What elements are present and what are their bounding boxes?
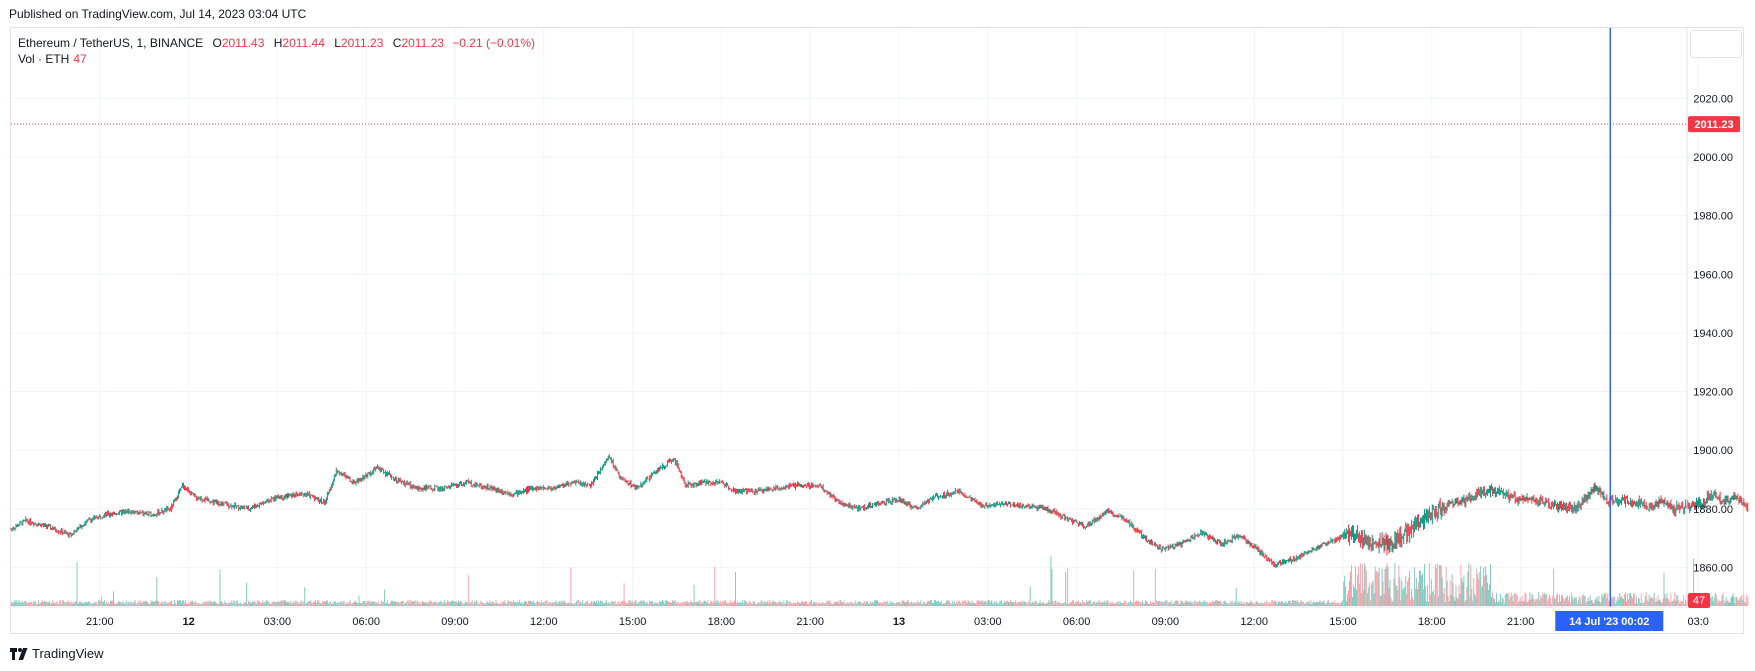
- high-value: 2011.44: [282, 36, 325, 50]
- price-tick-label: 1980.00: [1693, 211, 1733, 223]
- time-tick-label: 03:0: [1687, 616, 1708, 628]
- price-tick-label: 1940.00: [1693, 328, 1733, 340]
- time-tick-label: 12:00: [1240, 616, 1268, 628]
- time-tick-label: 03:00: [974, 616, 1002, 628]
- price-tick-label: 1880.00: [1693, 504, 1733, 516]
- price-tick-label: 2000.00: [1693, 152, 1733, 164]
- high-label: H: [273, 36, 283, 50]
- volume-bars: [10, 556, 1749, 606]
- price-tick-label: 1900.00: [1693, 445, 1733, 457]
- low-value: 2011.23: [340, 36, 384, 50]
- chart-frame[interactable]: [10, 27, 1744, 634]
- symbol-title[interactable]: Ethereum / TetherUS, 1, BINANCE: [18, 36, 204, 50]
- price-tick-label: 1960.00: [1693, 269, 1733, 281]
- time-tick-label: 03:00: [264, 616, 292, 628]
- time-tick-label: 13: [893, 616, 905, 628]
- volume-value: 47: [73, 52, 87, 66]
- volume-legend: Vol · ETH 47: [18, 51, 87, 67]
- tradingview-brand[interactable]: TradingView: [10, 646, 104, 661]
- last-price-label: 2011.23: [1694, 119, 1733, 131]
- open-label: O: [212, 36, 222, 50]
- open-value: 2011.43: [221, 36, 265, 50]
- time-tick-label: 12: [182, 616, 194, 628]
- time-tick-label: 15:00: [1329, 616, 1357, 628]
- time-tick-label: 21:00: [86, 616, 114, 628]
- crosshair-time-tag: [1555, 611, 1664, 631]
- volume-tag: [1688, 593, 1710, 608]
- candles: [10, 454, 1749, 568]
- low-label: L: [334, 36, 341, 50]
- time-tick-label: 18:00: [708, 616, 736, 628]
- time-tick-label: 09:00: [1152, 616, 1180, 628]
- change-value: −0.21 (−0.01%): [452, 36, 536, 50]
- price-tick-label: 1860.00: [1693, 562, 1733, 574]
- chart-legend: Ethereum / TetherUS, 1, BINANCE O2011.43…: [18, 35, 535, 51]
- time-axis: 21:00 12 03:00 06:00 09:00 12:00 15:00 18:00 21:…: [11, 606, 1709, 631]
- price-tick-label: 1920.00: [1693, 387, 1733, 399]
- scale-settings-box[interactable]: [1690, 30, 1742, 58]
- time-tick-label: 06:00: [1063, 616, 1091, 628]
- price-tick-label: 2020.00: [1693, 93, 1733, 105]
- time-tick-label: 15:00: [619, 616, 647, 628]
- crosshair-time-label: 14 Jul '23 00:02: [1569, 616, 1649, 628]
- volume-label[interactable]: Vol · ETH: [18, 52, 70, 66]
- time-tick-label: 18:00: [1418, 616, 1446, 628]
- close-value: 2011.23: [401, 36, 444, 50]
- time-tick-label: 09:00: [441, 616, 469, 628]
- last-price-tag: [1688, 116, 1740, 133]
- brand-label: TradingView: [32, 646, 104, 661]
- time-tick-label: 21:00: [796, 616, 824, 628]
- published-caption: Published on TradingView.com, Jul 14, 20…: [9, 7, 307, 21]
- volume-tag-label: 47: [1693, 595, 1705, 607]
- time-tick-label: 21:00: [1507, 616, 1535, 628]
- time-tick-label: 06:00: [352, 616, 380, 628]
- price-axis: 2020.00 2000.00 1980.00 1960.00 1940.00 1920.…: [1686, 28, 1740, 608]
- time-tick-label: 12:00: [530, 616, 558, 628]
- grid-lines: [11, 28, 1699, 607]
- close-label: C: [392, 36, 402, 50]
- tradingview-logo-icon: [10, 647, 28, 660]
